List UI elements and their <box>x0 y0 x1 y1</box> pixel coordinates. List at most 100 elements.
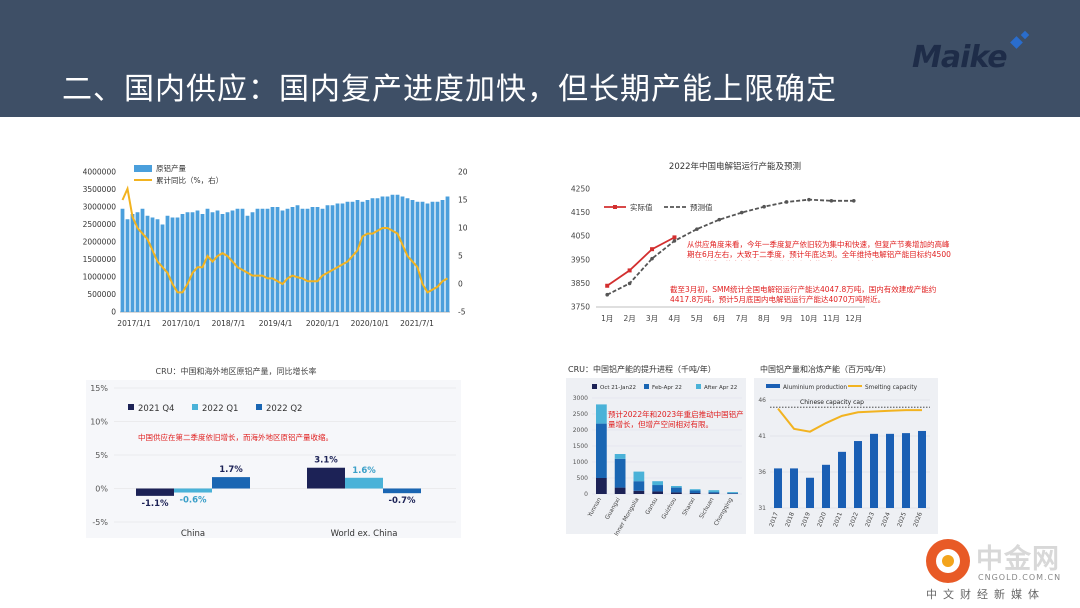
bar <box>380 196 385 312</box>
bar <box>320 208 325 312</box>
watermark-name: 中金网 <box>976 544 1060 575</box>
bar <box>255 208 260 312</box>
bar <box>652 481 663 486</box>
bar <box>125 219 130 312</box>
bar <box>614 487 626 494</box>
y-tick-label: 4150 <box>571 208 590 217</box>
bar <box>325 205 330 312</box>
y-tick-label: 3000000 <box>83 203 117 212</box>
series-line <box>606 236 675 287</box>
bar <box>175 217 180 312</box>
x-tick-label: 9月 <box>780 314 792 323</box>
bar <box>400 196 405 312</box>
bar <box>689 490 701 494</box>
data-point <box>829 199 834 203</box>
y-tick-label: -5% <box>92 518 108 527</box>
data-point <box>627 268 632 273</box>
bar <box>385 196 390 312</box>
bar <box>280 210 285 312</box>
x-tick-label: 1月 <box>601 314 613 323</box>
y2-tick-label: 10 <box>458 224 468 233</box>
data-label: -0.6% <box>179 496 207 506</box>
bar <box>260 208 265 312</box>
bar <box>310 207 315 312</box>
bar <box>671 492 682 494</box>
y-tick-label: 0 <box>584 491 588 498</box>
bar <box>440 200 445 312</box>
data-point <box>851 199 856 203</box>
chart-cru-bauxite-yoy: CRU：中国和海外地区原铝产量，同比增长率 15% 10% 5% 0% -5% -1.1% -… <box>86 358 461 539</box>
bar <box>212 477 250 489</box>
x-tick-label: 4月 <box>668 314 680 323</box>
bar <box>614 454 626 459</box>
y-tick-label: 2500000 <box>83 220 117 229</box>
data-point <box>672 235 677 240</box>
y-tick-label: 36 <box>758 469 766 476</box>
legend-label: Oct 21-Jan22 <box>600 385 636 391</box>
data-label: -0.7% <box>388 496 416 506</box>
chart-note: 从供应角度来看，今年一季度复产依旧较为集中和快速，但复产节奏增加的高峰期在6月左… <box>687 240 951 261</box>
bar <box>790 468 798 508</box>
y-tick-label: 41 <box>758 433 766 440</box>
data-label: 1.7% <box>219 465 243 475</box>
y2-tick-label: 0 <box>458 280 463 289</box>
legend-swatch <box>192 404 198 410</box>
bar <box>170 217 175 312</box>
y-tick-label: 2000000 <box>83 238 117 247</box>
logo-text: Maike <box>912 40 1008 75</box>
x-tick-label: 7月 <box>736 314 748 323</box>
data-label: -1.1% <box>141 499 169 509</box>
cngold-logo-dot <box>942 555 954 567</box>
legend-label: 2022 Q2 <box>266 404 302 414</box>
y-tick-label: 10% <box>90 418 108 427</box>
bar <box>130 214 135 312</box>
bar <box>290 207 295 312</box>
x-tick-label: 8月 <box>758 314 770 323</box>
bar <box>806 477 814 508</box>
bar <box>360 201 365 312</box>
y2-tick-label: 5 <box>458 252 463 261</box>
y-tick-label: 500 <box>577 475 589 482</box>
y-tick-label: 1000000 <box>83 273 117 282</box>
bar <box>365 200 370 312</box>
chart-electrolytic-capacity-svg: 2022年中国电解铝运行产能及预测 4250 4150 4050 3950 3850 375… <box>571 161 865 323</box>
bar <box>195 210 200 312</box>
bar <box>596 423 607 478</box>
chart-electrolytic-capacity: 2022年中国电解铝运行产能及预测 4250 4150 4050 3950 3850 375… <box>560 155 960 330</box>
legend-swatch <box>134 165 152 172</box>
y-tick-label: 5% <box>95 451 108 460</box>
x-tick-label: 2022 <box>848 511 860 528</box>
legend-label: 预测值 <box>690 202 713 212</box>
bar <box>390 194 395 312</box>
bar <box>345 201 350 312</box>
bar <box>689 493 701 494</box>
bar <box>345 477 383 489</box>
y-tick-label: 31 <box>758 505 766 512</box>
data-point <box>605 292 610 297</box>
bar <box>375 198 380 312</box>
legend-swatch <box>592 384 597 389</box>
legend-swatch <box>644 384 649 389</box>
bar <box>355 200 360 312</box>
chart-title: CRU：中国铝产能的提升进程（千吨/年） <box>568 364 716 374</box>
y2-tick-label: 15 <box>458 196 468 205</box>
chart-alumina-output-svg: 4000000 3500000 3000000 2500000 2000000 15000… <box>83 163 468 328</box>
chart-background <box>86 380 461 538</box>
chart-note: 预计2022年和2023年重启推动中国铝产量增长，但增产空间相对有限。 <box>608 410 744 429</box>
data-point <box>695 227 699 231</box>
bar <box>614 458 626 488</box>
x-tick-label: 2024 <box>880 511 892 528</box>
x-tick-label: 2019/4/1 <box>259 319 293 328</box>
chart-capacity-panels-svg: CRU：中国铝产能的提升进程（千吨/年） 3000 2500 2000 1500 1000… <box>566 364 938 537</box>
bar <box>300 208 305 312</box>
bar <box>652 485 663 492</box>
slide-title: 二、国内供应：国内复产进度加快，但长期产能上限确定 <box>62 72 837 107</box>
legend-label: Feb-Apr 22 <box>652 385 682 391</box>
data-point <box>762 204 766 209</box>
bar <box>445 196 450 312</box>
cap-annotation: Chinese capacity cap <box>800 399 864 406</box>
logo-mark-icon <box>1010 36 1023 49</box>
bar <box>174 488 212 493</box>
x-tick-label: 2018/7/1 <box>212 319 246 328</box>
